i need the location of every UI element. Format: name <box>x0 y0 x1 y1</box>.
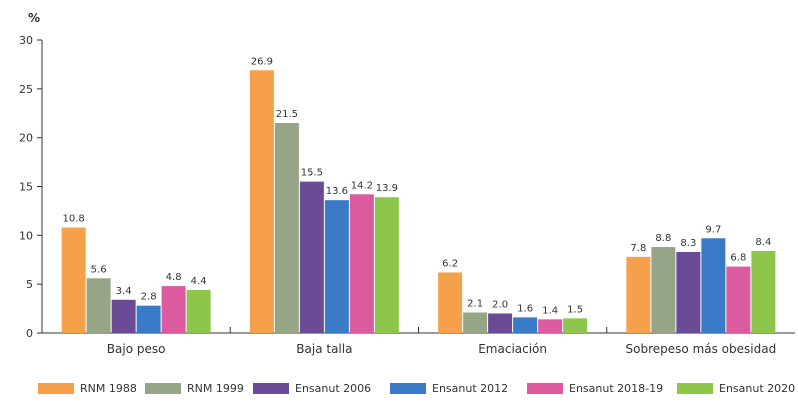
bar <box>651 247 675 333</box>
legend-label: Ensanut 2012 <box>432 382 508 395</box>
bar-value-label: 13.6 <box>326 186 348 197</box>
bar <box>325 200 349 333</box>
bar <box>187 290 211 333</box>
y-tick-label: 25 <box>19 83 33 96</box>
legend-swatch <box>38 383 74 394</box>
bar-value-label: 8.4 <box>755 237 771 248</box>
bar <box>513 317 537 333</box>
legend-label: Ensanut 2020 <box>719 382 795 395</box>
bar <box>701 238 725 333</box>
bar-value-label: 3.4 <box>116 286 132 297</box>
bar-value-label: 2.8 <box>141 292 157 303</box>
bar-value-label: 2.1 <box>467 298 483 309</box>
bar <box>137 306 161 333</box>
bar-value-label: 1.5 <box>567 304 583 315</box>
legend-item: Ensanut 2020 <box>677 382 797 395</box>
bar-value-label: 7.8 <box>630 243 646 254</box>
legend-item: RNM 1988 <box>38 382 145 395</box>
legend-label: RNM 1988 <box>80 382 137 395</box>
bar <box>463 312 487 333</box>
x-category-label: Sobrepeso más obesidad <box>626 342 777 356</box>
bar <box>726 267 750 333</box>
legend-item: RNM 1999 <box>145 382 253 395</box>
y-tick-label: 15 <box>19 181 33 194</box>
x-category-label: Emaciación <box>478 342 547 356</box>
bar-value-label: 6.2 <box>442 258 458 269</box>
legend-swatch <box>390 383 426 394</box>
x-category-label: Baja talla <box>296 342 352 356</box>
bar <box>488 313 512 333</box>
bar <box>250 70 274 333</box>
legend-swatch <box>253 383 289 394</box>
bar-value-label: 6.8 <box>730 253 746 264</box>
bar-value-label: 5.6 <box>91 264 107 275</box>
bar-value-label: 26.9 <box>251 56 273 67</box>
bar <box>751 251 775 333</box>
y-tick-label: 10 <box>19 229 33 242</box>
bar-value-label: 4.8 <box>166 272 182 283</box>
y-tick-label: 5 <box>26 278 33 291</box>
bar-value-label: 1.6 <box>517 303 533 314</box>
legend: RNM 1988 RNM 1999 Ensanut 2006 Ensanut 2012… <box>38 382 797 395</box>
legend-item: Ensanut 2018-19 <box>527 382 677 395</box>
y-tick-label: 30 <box>19 34 33 47</box>
bar <box>626 257 650 333</box>
legend-swatch <box>677 383 713 394</box>
bar-value-label: 21.5 <box>276 109 298 120</box>
bar-value-label: 8.8 <box>655 233 671 244</box>
bar <box>112 300 136 333</box>
legend-item: Ensanut 2012 <box>390 382 527 395</box>
bar <box>350 194 374 333</box>
x-category-label: Bajo peso <box>107 342 166 356</box>
bar-value-label: 10.8 <box>62 214 84 225</box>
bar <box>563 318 587 333</box>
y-tick-label: 0 <box>26 327 33 340</box>
bar-value-label: 8.3 <box>680 238 696 249</box>
bar <box>676 252 700 333</box>
bar <box>300 182 324 333</box>
legend-swatch <box>527 383 563 394</box>
bar <box>375 197 399 333</box>
bar-value-label: 14.2 <box>351 180 373 191</box>
legend-label: Ensanut 2018-19 <box>569 382 663 395</box>
bar <box>87 278 111 333</box>
y-unit-label: % <box>28 11 40 25</box>
bar-value-label: 1.4 <box>542 305 558 316</box>
bar <box>62 228 86 333</box>
bar <box>275 123 299 333</box>
bar <box>162 286 186 333</box>
legend-item: Ensanut 2006 <box>253 382 390 395</box>
bar-value-label: 2.0 <box>492 299 508 310</box>
bar <box>538 319 562 333</box>
bar <box>438 272 462 333</box>
bar-value-label: 9.7 <box>705 224 721 235</box>
bar-value-label: 13.9 <box>376 183 398 194</box>
legend-label: Ensanut 2006 <box>295 382 371 395</box>
bar-value-label: 15.5 <box>301 168 323 179</box>
bar-value-label: 4.4 <box>191 276 207 287</box>
legend-label: RNM 1999 <box>187 382 244 395</box>
legend-swatch <box>145 383 181 394</box>
y-tick-label: 20 <box>19 132 33 145</box>
